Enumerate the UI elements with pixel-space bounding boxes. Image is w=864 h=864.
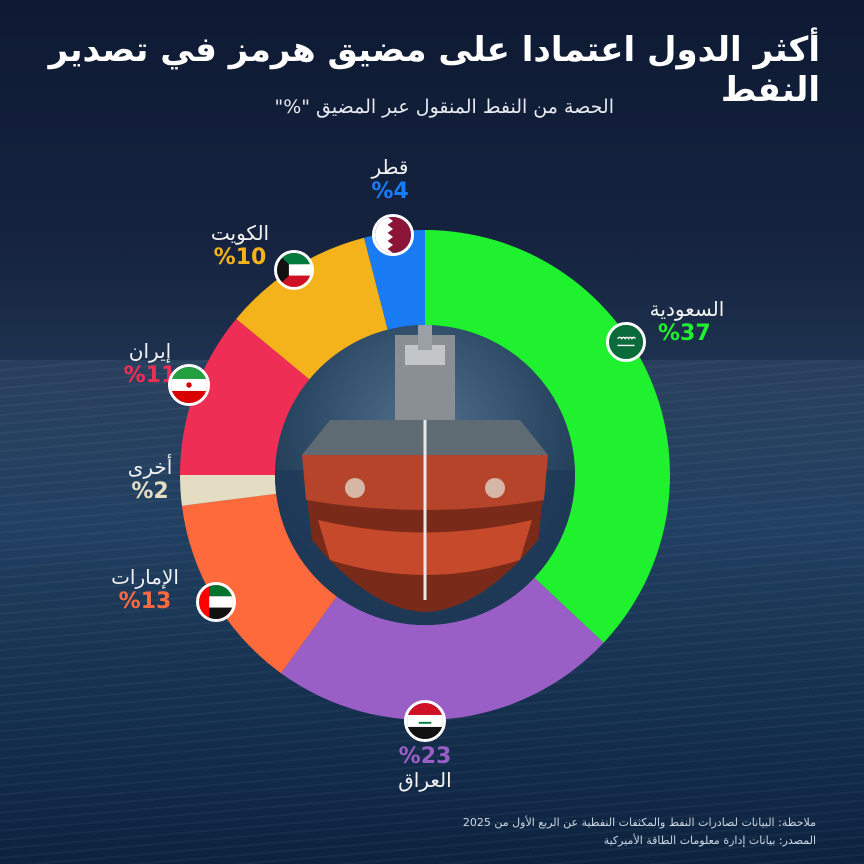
chart-title: أكثر الدول اعتمادا على مضيق هرمز في تصدي…: [48, 30, 820, 110]
label-uae-name: الإمارات: [111, 565, 179, 589]
slice-iran: [180, 318, 310, 475]
label-saudi-value: %37: [658, 321, 711, 346]
chart-subtitle: الحصة من النفط المنقول عبر المضيق "%": [274, 96, 614, 118]
kuwait-flag-icon: [274, 250, 314, 290]
label-iraq-value: %23: [398, 744, 452, 769]
label-iraq: %23 العراق: [365, 744, 485, 792]
label-saudi-name: السعودية: [649, 297, 725, 321]
label-uae: الإمارات %13: [90, 565, 200, 615]
footer-source: المصدر: بيانات إدارة معلومات الطاقة الأم…: [603, 834, 816, 847]
label-saudi: السعودية %37: [612, 297, 762, 347]
label-uae-value: %13: [118, 589, 172, 614]
label-iran: إيران %11: [100, 339, 200, 389]
label-others: أخرى %2: [105, 455, 195, 505]
ship-image: [275, 325, 575, 625]
slice-iraq: [280, 577, 604, 720]
label-iraq-name: العراق: [398, 768, 452, 793]
label-qatar: قطر %4: [340, 155, 440, 205]
label-iran-value: %11: [123, 363, 177, 388]
slice-uae: [181, 493, 337, 674]
slice-qatar: [364, 230, 425, 330]
iran-flag-icon: [168, 364, 210, 406]
saudi-flag-icon: [606, 322, 646, 362]
label-kuwait-name: الكويت: [210, 221, 270, 245]
footer-note: ملاحظة: البيانات لصادرات النفط والمكثفات…: [462, 816, 816, 829]
label-iran-name: إيران: [128, 339, 172, 363]
iraq-flag-icon: [404, 700, 446, 742]
label-kuwait-value: %10: [213, 245, 267, 270]
label-qatar-value: %4: [371, 179, 409, 204]
uae-flag-icon: [196, 582, 236, 622]
slice-others: [180, 475, 277, 506]
slice-kuwait: [236, 237, 388, 380]
label-others-name: أخرى: [127, 455, 173, 479]
qatar-flag-icon: [372, 214, 414, 256]
label-others-value: %2: [131, 479, 169, 504]
label-kuwait: الكويت %10: [180, 221, 300, 271]
label-qatar-name: قطر: [371, 155, 409, 179]
